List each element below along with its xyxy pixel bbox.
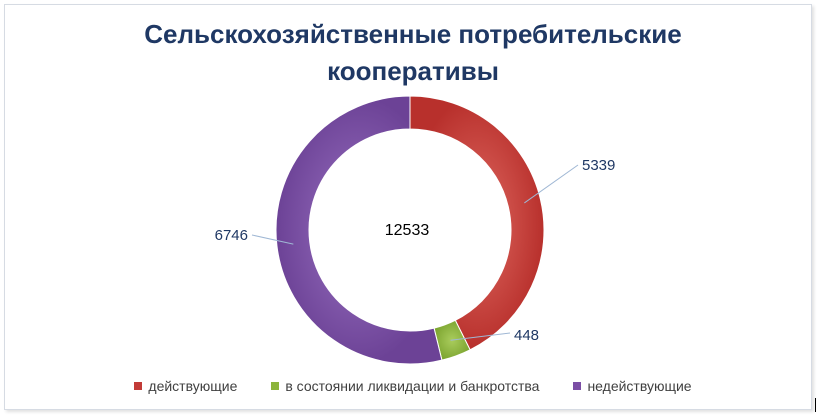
slice-inactive xyxy=(275,95,443,365)
slice-active xyxy=(409,95,545,351)
legend-label-liquidation: в состоянии ликвидации и банкротства xyxy=(285,378,540,394)
legend-label-inactive: недействующие xyxy=(587,378,692,394)
legend-item-active: действующие xyxy=(134,378,237,394)
legend-item-inactive: недействующие xyxy=(573,378,692,394)
legend-swatch-liquidation xyxy=(271,382,280,390)
text-cursor xyxy=(815,398,816,412)
legend-swatch-inactive xyxy=(573,382,582,390)
center-total-label: 12533 xyxy=(385,222,430,239)
legend-label-active: действующие xyxy=(148,378,238,394)
chart-title: Сельскохозяйственные потребительские коо… xyxy=(0,16,826,90)
leader-line xyxy=(251,234,294,245)
data-label-inactive: 6746 xyxy=(215,227,248,244)
leader-line xyxy=(450,332,511,341)
chart-title-line-1: Сельскохозяйственные потребительские xyxy=(144,19,682,49)
leader-line xyxy=(524,164,579,204)
data-label-liquidation: 448 xyxy=(514,327,539,344)
legend-item-liquidation: в состоянии ликвидации и банкротства xyxy=(271,378,539,394)
legend-swatch-active xyxy=(134,382,143,390)
data-label-active: 5339 xyxy=(582,157,615,174)
chart-legend: действующие в состоянии ликвидации и бан… xyxy=(0,378,826,394)
chart-title-line-2: кооперативы xyxy=(327,56,499,86)
